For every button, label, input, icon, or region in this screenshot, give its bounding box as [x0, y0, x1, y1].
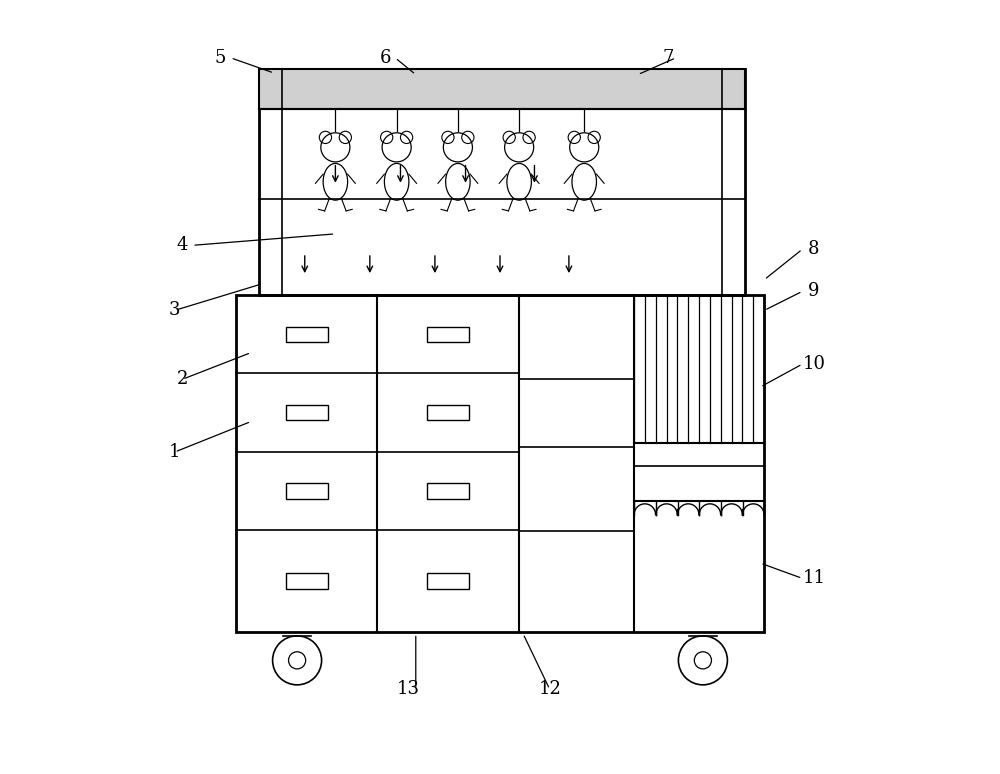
Text: 9: 9 — [808, 283, 820, 300]
Bar — [286, 483, 328, 498]
Text: 1: 1 — [169, 443, 180, 461]
Bar — [236, 295, 764, 632]
Bar — [286, 574, 328, 589]
Bar — [259, 69, 745, 295]
Bar — [286, 327, 328, 342]
Text: 10: 10 — [802, 355, 825, 373]
Text: 6: 6 — [379, 49, 391, 67]
Bar — [286, 405, 328, 420]
Text: 8: 8 — [808, 240, 820, 259]
Text: 12: 12 — [538, 680, 561, 698]
Text: 7: 7 — [663, 49, 674, 67]
Bar — [427, 483, 469, 498]
Bar — [259, 69, 745, 109]
Text: 13: 13 — [397, 680, 420, 698]
Text: 5: 5 — [215, 49, 226, 67]
Bar — [427, 574, 469, 589]
Text: 3: 3 — [169, 301, 180, 320]
Bar — [427, 327, 469, 342]
Text: 11: 11 — [802, 570, 825, 587]
Text: 4: 4 — [177, 236, 188, 255]
Text: 2: 2 — [177, 370, 188, 389]
Bar — [427, 405, 469, 420]
